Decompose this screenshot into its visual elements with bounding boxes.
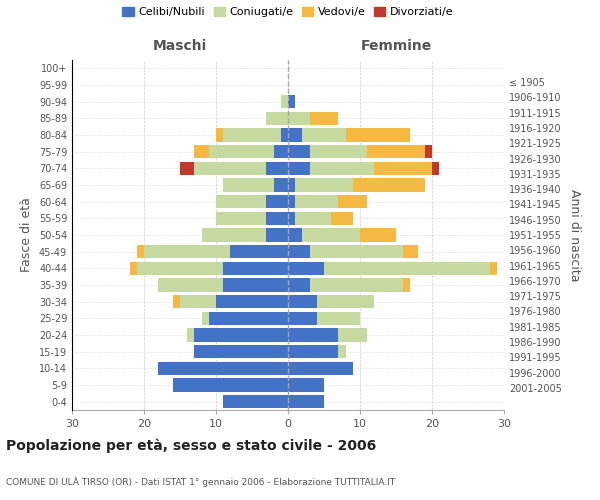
Bar — [144, 245, 230, 258]
Bar — [310, 145, 367, 158]
Bar — [360, 228, 396, 241]
Bar — [266, 212, 288, 225]
Bar — [230, 245, 288, 258]
Bar — [223, 278, 288, 291]
Bar — [288, 395, 324, 408]
Bar — [158, 362, 288, 375]
Bar — [158, 278, 223, 291]
Bar — [194, 162, 266, 175]
Bar — [223, 128, 281, 141]
Bar — [374, 162, 432, 175]
Bar — [288, 295, 317, 308]
Bar — [310, 245, 403, 258]
Bar — [425, 145, 432, 158]
Bar — [216, 295, 288, 308]
Bar — [180, 295, 216, 308]
Bar — [310, 278, 403, 291]
Bar — [266, 112, 288, 125]
Text: Popolazione per età, sesso e stato civile - 2006: Popolazione per età, sesso e stato civil… — [6, 438, 376, 453]
Legend: Celibi/Nubili, Coniugati/e, Vedovi/e, Divorziati/e: Celibi/Nubili, Coniugati/e, Vedovi/e, Di… — [118, 2, 458, 22]
Bar — [295, 212, 331, 225]
Bar — [490, 262, 497, 275]
Bar — [216, 128, 223, 141]
Bar — [288, 378, 324, 392]
Bar — [194, 145, 209, 158]
Bar — [317, 312, 360, 325]
Bar — [216, 195, 266, 208]
Bar — [274, 178, 288, 192]
Bar — [187, 328, 194, 342]
Bar — [173, 295, 180, 308]
Bar — [209, 145, 274, 158]
Bar — [288, 362, 353, 375]
Bar — [194, 328, 288, 342]
Y-axis label: Anni di nascita: Anni di nascita — [568, 188, 581, 281]
Bar — [202, 228, 266, 241]
Bar — [281, 128, 288, 141]
Bar — [288, 328, 338, 342]
Bar — [180, 162, 194, 175]
Text: COMUNE DI ULÀ TIRSO (OR) - Dati ISTAT 1° gennaio 2006 - Elaborazione TUTTITALIA.: COMUNE DI ULÀ TIRSO (OR) - Dati ISTAT 1°… — [6, 476, 395, 487]
Bar — [338, 195, 367, 208]
Bar — [295, 178, 353, 192]
Bar — [310, 112, 338, 125]
Bar — [137, 245, 144, 258]
Bar — [324, 262, 490, 275]
Bar — [295, 195, 338, 208]
Bar — [432, 162, 439, 175]
Bar — [223, 395, 288, 408]
Bar — [202, 312, 209, 325]
Bar — [288, 195, 295, 208]
Bar — [209, 312, 288, 325]
Bar — [281, 95, 288, 108]
Bar — [216, 212, 266, 225]
Bar — [288, 245, 310, 258]
Bar — [310, 162, 374, 175]
Bar — [194, 345, 288, 358]
Bar — [266, 162, 288, 175]
Bar — [403, 278, 410, 291]
Bar — [346, 128, 410, 141]
Y-axis label: Fasce di età: Fasce di età — [20, 198, 33, 272]
Bar — [403, 245, 418, 258]
Bar — [288, 345, 338, 358]
Bar — [288, 145, 310, 158]
Bar — [288, 278, 310, 291]
Bar — [288, 262, 324, 275]
Bar — [288, 312, 317, 325]
Bar — [173, 378, 288, 392]
Bar — [130, 262, 137, 275]
Bar — [317, 295, 374, 308]
Bar — [302, 228, 360, 241]
Bar — [137, 262, 223, 275]
Bar — [223, 178, 274, 192]
Bar — [266, 195, 288, 208]
Bar — [288, 128, 302, 141]
Bar — [288, 178, 295, 192]
Bar — [288, 162, 310, 175]
Bar — [223, 262, 288, 275]
Bar — [288, 95, 295, 108]
Bar — [331, 212, 353, 225]
Bar — [288, 228, 302, 241]
Bar — [266, 228, 288, 241]
Bar — [288, 212, 295, 225]
Bar — [302, 128, 346, 141]
Bar — [367, 145, 425, 158]
Bar — [338, 328, 367, 342]
Text: Femmine: Femmine — [361, 40, 431, 54]
Bar — [288, 112, 310, 125]
Bar — [274, 145, 288, 158]
Bar — [338, 345, 346, 358]
Bar — [353, 178, 425, 192]
Text: Maschi: Maschi — [153, 40, 207, 54]
